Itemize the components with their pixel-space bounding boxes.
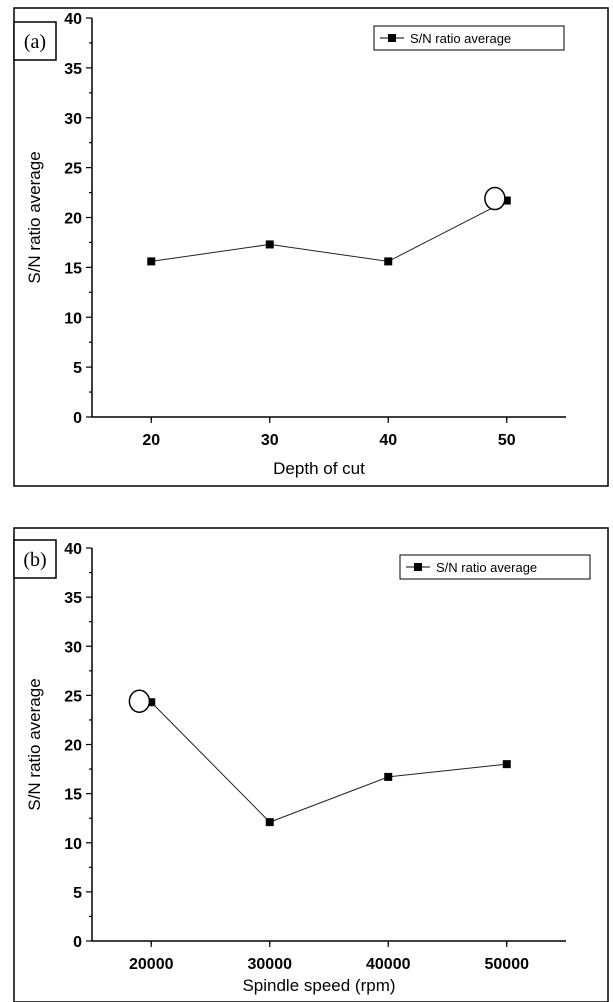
- legend-box: [399, 554, 591, 580]
- panel-frame: [13, 7, 609, 487]
- x-tick-label: 20: [142, 432, 160, 449]
- legend-box: [373, 25, 565, 51]
- x-axis-label: Depth of cut: [273, 459, 365, 478]
- data-point-marker: [384, 772, 393, 781]
- y-tick-label: 0: [73, 934, 82, 951]
- panel-label: (a): [24, 31, 46, 53]
- y-tick-label: 35: [64, 590, 82, 607]
- y-tick-label: 30: [64, 639, 82, 656]
- y-tick-label: 40: [64, 11, 82, 28]
- y-tick-label: 15: [64, 787, 82, 804]
- data-point-marker: [502, 196, 511, 205]
- x-tick-label: 50: [498, 432, 516, 449]
- series-line: [151, 200, 507, 262]
- y-tick-label: 20: [64, 211, 82, 228]
- x-tick-label: 50000: [485, 956, 530, 973]
- y-tick-label: 10: [64, 310, 82, 327]
- y-tick-label: 40: [64, 541, 82, 558]
- x-tick-label: 30: [261, 432, 279, 449]
- chart-panel-0: 0 5 10 15 20 25 30 35 40 20 30 40 50 Depth of cut S/N …: [13, 7, 609, 487]
- data-point-marker: [265, 818, 274, 827]
- y-tick-label: 25: [64, 688, 82, 705]
- legend-marker: [388, 34, 396, 42]
- data-point-marker: [147, 257, 156, 266]
- panel-label-box: [13, 539, 57, 579]
- y-tick-label: 20: [64, 738, 82, 755]
- x-tick-label: 40000: [366, 956, 411, 973]
- legend-label: S/N ratio average: [436, 560, 537, 575]
- legend-marker: [414, 563, 422, 571]
- highlight-circle: [128, 689, 151, 714]
- y-tick-label: 15: [64, 260, 82, 277]
- x-tick-label: 40: [379, 432, 397, 449]
- data-point-marker: [502, 760, 511, 769]
- y-tick-label: 5: [73, 360, 82, 377]
- data-point-marker: [147, 698, 156, 707]
- y-axis-label: S/N ratio average: [25, 151, 44, 283]
- panel-frame: [13, 527, 609, 1002]
- x-axis-label: Spindle speed (rpm): [242, 976, 395, 995]
- series-line: [150, 701, 507, 823]
- data-point-marker: [265, 240, 274, 249]
- y-tick-label: 30: [64, 111, 82, 128]
- x-tick-label: 30000: [248, 956, 293, 973]
- y-tick-label: 25: [64, 161, 82, 178]
- chart-panel-1: 0 5 10 15 20 25 30 35 40 20000 30000 40000 50000 Spin…: [13, 527, 609, 1002]
- panel-label: (b): [23, 549, 46, 571]
- highlight-circle: [484, 186, 506, 211]
- y-tick-label: 0: [73, 410, 82, 427]
- legend-label: S/N ratio average: [410, 31, 511, 46]
- panel-label-box: [13, 21, 57, 61]
- data-point-marker: [384, 257, 393, 266]
- x-tick-label: 20000: [129, 956, 174, 973]
- y-tick-label: 35: [64, 61, 82, 78]
- y-tick-label: 5: [73, 885, 82, 902]
- y-tick-label: 10: [64, 836, 82, 853]
- y-axis-label: S/N ratio average: [25, 678, 44, 810]
